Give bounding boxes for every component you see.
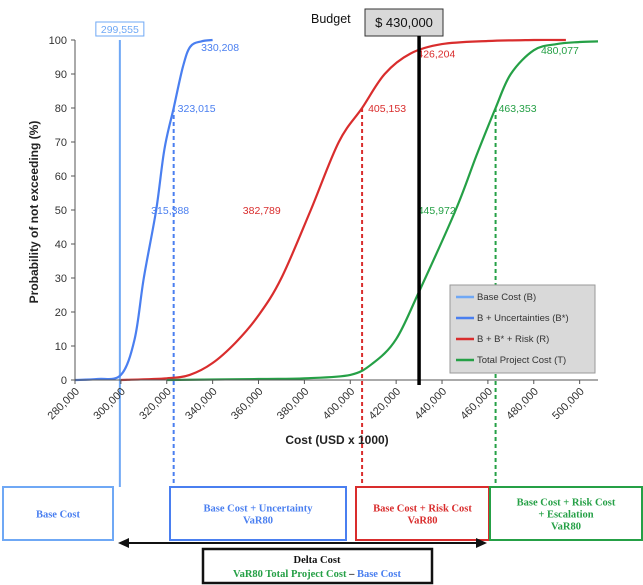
x-tick-label: 280,000 bbox=[46, 386, 83, 423]
summary-box-text: Base Cost + Risk Cost bbox=[517, 498, 616, 509]
y-tick-label: 70 bbox=[55, 137, 67, 149]
base-cost-label-box bbox=[95, 21, 145, 37]
data-label: 323,015 bbox=[178, 103, 216, 115]
x-tick-label: 420,000 bbox=[367, 386, 404, 423]
y-tick-label: 0 bbox=[61, 375, 67, 387]
summary-box bbox=[2, 486, 114, 541]
summary-box-text: VaR80 bbox=[551, 522, 581, 533]
delta-formula-separator: – bbox=[346, 569, 357, 580]
legend-label: Total Project Cost (T) bbox=[477, 355, 566, 366]
y-tick-label: 100 bbox=[49, 35, 67, 47]
budget-value: $ 430,000 bbox=[375, 15, 433, 30]
y-tick-label: 10 bbox=[55, 341, 67, 353]
data-label: 480,077 bbox=[541, 45, 579, 57]
series-line-1 bbox=[74, 38, 213, 382]
x-tick-label: 340,000 bbox=[183, 386, 220, 423]
data-label: 382,789 bbox=[243, 205, 281, 217]
y-tick-label: 20 bbox=[55, 307, 67, 319]
delta-cost-box bbox=[201, 547, 434, 585]
summary-box bbox=[489, 486, 643, 541]
series-line-3 bbox=[166, 40, 599, 382]
y-tick-label: 40 bbox=[55, 239, 67, 251]
y-tick-label: 80 bbox=[55, 103, 67, 115]
data-label: 463,353 bbox=[499, 103, 537, 115]
delta-arrow-head-right bbox=[476, 538, 487, 548]
legend-label: B + Uncertainties (B*) bbox=[477, 313, 569, 324]
y-axis-title: Probability of not exceeding (%) bbox=[27, 121, 41, 304]
data-label: 299,555 bbox=[101, 24, 139, 36]
summary-box-text: Base Cost + Risk Cost bbox=[373, 504, 472, 515]
delta-cost-title: Delta Cost bbox=[294, 555, 341, 566]
budget-label: Budget bbox=[311, 12, 351, 26]
legend-label: Base Cost (B) bbox=[477, 292, 536, 303]
y-tick-label: 30 bbox=[55, 273, 67, 285]
summary-box-text: Base Cost + Uncertainty bbox=[204, 504, 314, 515]
x-tick-label: 320,000 bbox=[137, 386, 174, 423]
plot-area: 299,555 330,208 323,015 315,388 382,789 405,1… bbox=[74, 21, 599, 487]
x-tick-label: 460,000 bbox=[458, 386, 495, 423]
delta-arrow-head-left bbox=[118, 538, 129, 548]
data-label: 445,972 bbox=[418, 205, 456, 217]
summary-box bbox=[169, 486, 347, 541]
delta-cost-formula: VaR80 Total Project Cost – Base Cost bbox=[233, 569, 402, 580]
data-label: 426,204 bbox=[417, 49, 455, 61]
x-tick-label: 300,000 bbox=[91, 386, 128, 423]
x-tick-label: 380,000 bbox=[275, 386, 312, 423]
x-tick-label: 360,000 bbox=[229, 386, 266, 423]
summary-box-text: + Escalation bbox=[538, 510, 593, 521]
x-tick-label: 400,000 bbox=[321, 386, 358, 423]
legend-box bbox=[449, 284, 596, 374]
budget-marker: Budget $ 430,000 bbox=[311, 8, 444, 385]
budget-value-box bbox=[364, 8, 444, 37]
y-tick-label: 50 bbox=[55, 205, 67, 217]
y-tick-label: 60 bbox=[55, 171, 67, 183]
summary-box-text: Base Cost bbox=[36, 510, 81, 521]
legend: Base Cost (B) B + Uncertainties (B*) B + B… bbox=[449, 284, 596, 374]
delta-formula-part2: Base Cost bbox=[357, 569, 402, 580]
data-label: 330,208 bbox=[201, 42, 239, 54]
summary-box bbox=[355, 486, 490, 541]
data-label: 315,388 bbox=[151, 205, 189, 217]
data-label: 405,153 bbox=[368, 103, 406, 115]
x-tick-label: 500,000 bbox=[550, 386, 587, 423]
delta-formula-part1: VaR80 Total Project Cost bbox=[233, 569, 347, 580]
summary-box-text: VaR80 bbox=[243, 516, 273, 527]
legend-label: B + B* + Risk (R) bbox=[477, 334, 549, 345]
series-line-2 bbox=[120, 38, 566, 382]
x-axis-title: Cost (USD x 1000) bbox=[285, 433, 388, 447]
y-tick-label: 90 bbox=[55, 69, 67, 81]
x-tick-label: 480,000 bbox=[504, 386, 541, 423]
summary-box-text: VaR80 bbox=[408, 516, 438, 527]
axes: Probability of not exceeding (%) Cost (U… bbox=[27, 35, 598, 447]
x-tick-label: 440,000 bbox=[413, 386, 450, 423]
